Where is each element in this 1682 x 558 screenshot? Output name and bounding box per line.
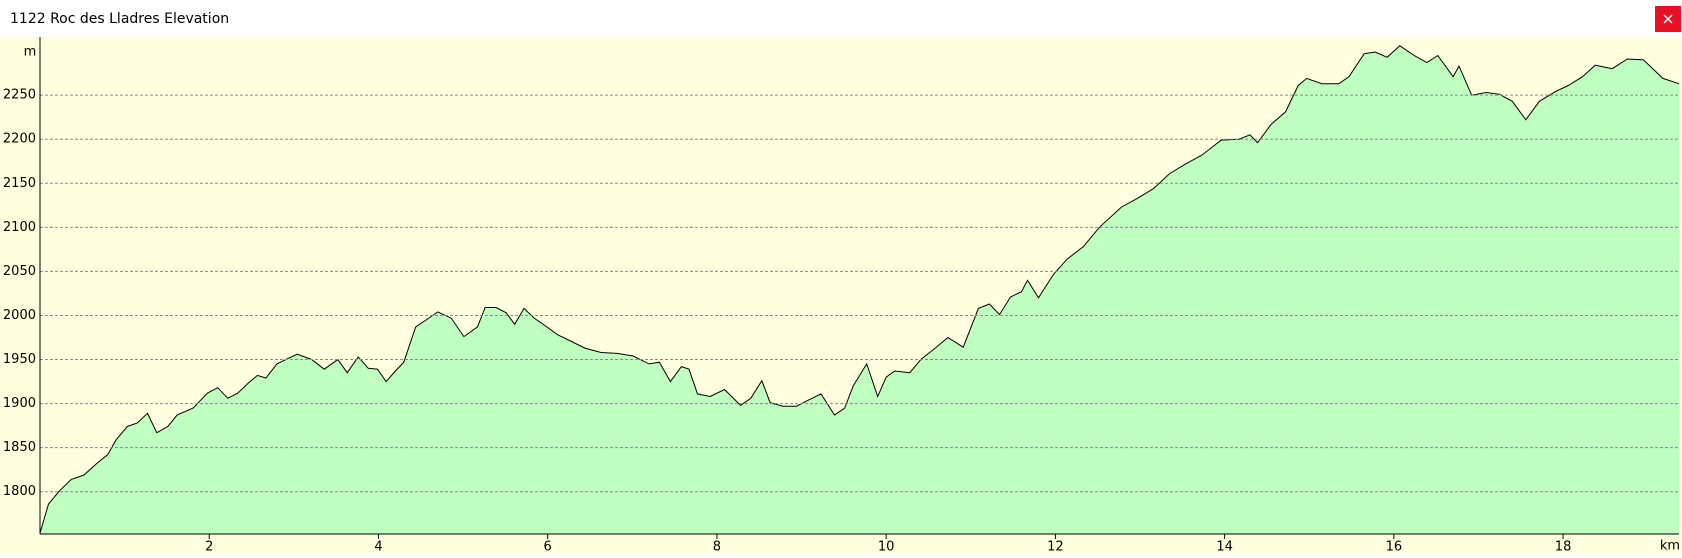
x-axis-label: km	[1660, 539, 1680, 554]
window-title: 1122 Roc des Lladres Elevation	[10, 11, 229, 27]
y-tick-label: 2000	[3, 308, 36, 323]
y-tick-label: 1950	[3, 352, 36, 367]
x-tick-label: 10	[878, 540, 895, 555]
elevation-line	[39, 45, 1680, 534]
x-tick-label: 14	[1216, 540, 1233, 555]
x-tick-label: 6	[544, 540, 552, 555]
title-bar	[0, 0, 1682, 37]
x-tick-label: 4	[374, 540, 382, 555]
area-fill	[40, 45, 1679, 535]
x-tick-label: 16	[1386, 540, 1403, 555]
y-tick-label: 2050	[3, 264, 36, 279]
x-tick-label: 8	[713, 540, 721, 555]
y-tick-label: 1850	[3, 440, 36, 455]
x-tick-label: 18	[1555, 540, 1572, 555]
close-button[interactable]	[1655, 6, 1681, 32]
y-tick-label: 1900	[3, 396, 36, 411]
x-tick-label: 12	[1047, 540, 1064, 555]
y-tick-label: 2250	[3, 88, 36, 103]
y-tick-label: 2100	[3, 220, 36, 235]
x-tick-label: 2	[205, 540, 213, 555]
y-axis-label: m	[24, 45, 37, 60]
y-tick-label: 1800	[3, 484, 36, 499]
y-tick-label: 2150	[3, 176, 36, 191]
y-tick-label: 2200	[3, 132, 36, 147]
